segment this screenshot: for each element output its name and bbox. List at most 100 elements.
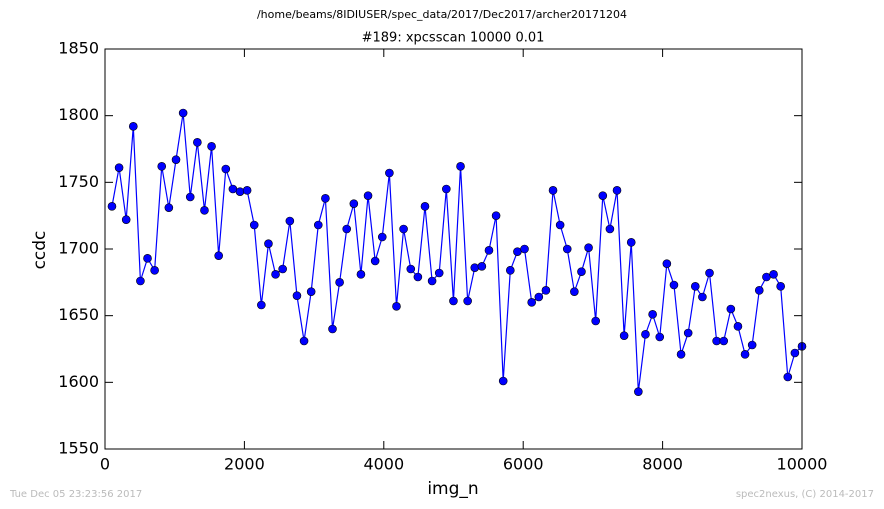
data-point xyxy=(690,282,700,291)
data-point xyxy=(278,264,287,274)
data-point xyxy=(484,246,494,255)
data-point xyxy=(626,238,636,247)
data-point xyxy=(228,184,238,194)
chart-title: #189: xpcsscan 10000 0.01 xyxy=(362,31,545,46)
data-point xyxy=(328,324,337,334)
x-tick-label: 10000 xyxy=(777,455,828,474)
data-point xyxy=(185,192,195,202)
data-point xyxy=(648,310,657,319)
y-tick-label: 1850 xyxy=(58,39,99,58)
data-point xyxy=(335,278,344,287)
data-point xyxy=(783,372,793,382)
x-tick-label: 6000 xyxy=(503,455,544,474)
data-point xyxy=(427,276,437,286)
data-point xyxy=(456,162,465,171)
data-point xyxy=(271,270,280,279)
data-point xyxy=(676,350,686,359)
data-point xyxy=(385,168,394,178)
data-point xyxy=(747,340,757,350)
data-point xyxy=(406,264,416,274)
data-point xyxy=(128,122,138,131)
data-point xyxy=(420,202,430,211)
data-point xyxy=(313,220,323,230)
data-point xyxy=(726,304,736,314)
data-point xyxy=(342,224,352,234)
data-point xyxy=(513,247,522,256)
data-point xyxy=(178,108,188,118)
data-point xyxy=(164,203,174,212)
data-point xyxy=(491,211,501,220)
data-point xyxy=(413,272,423,282)
x-axis-label: img_n xyxy=(427,479,478,499)
data-point xyxy=(754,286,764,295)
data-point xyxy=(605,224,615,234)
data-point xyxy=(705,268,714,278)
data-point xyxy=(121,215,131,224)
data-point xyxy=(655,332,665,342)
data-point xyxy=(136,276,145,286)
data-point xyxy=(306,287,316,296)
data-point xyxy=(399,224,408,234)
data-point xyxy=(242,186,252,195)
data-point xyxy=(442,184,451,194)
data-point xyxy=(548,186,558,195)
data-point xyxy=(470,263,480,272)
data-point xyxy=(257,300,266,310)
data-point xyxy=(662,259,672,268)
data-point xyxy=(719,336,729,346)
data-point xyxy=(370,256,380,266)
y-tick-label: 1800 xyxy=(58,105,99,124)
data-point xyxy=(214,251,223,260)
data-point xyxy=(143,254,152,263)
data-point xyxy=(107,202,117,211)
plot-frame xyxy=(104,48,803,450)
data-point xyxy=(349,199,359,208)
data-point xyxy=(619,331,629,340)
x-tick-label: 8000 xyxy=(642,455,683,474)
data-point xyxy=(769,270,778,279)
data-point xyxy=(463,296,472,306)
data-point xyxy=(669,280,679,290)
data-point xyxy=(555,220,565,230)
data-point xyxy=(264,239,273,248)
data-point xyxy=(634,387,643,396)
data-point xyxy=(207,142,216,151)
data-point xyxy=(321,194,330,203)
data-point xyxy=(292,291,302,300)
data-point xyxy=(570,287,579,296)
data-point xyxy=(477,262,487,271)
data-point xyxy=(221,164,231,174)
data-point xyxy=(114,163,124,172)
y-tick-label: 1550 xyxy=(58,439,99,458)
data-point xyxy=(356,270,366,279)
data-point xyxy=(193,138,202,147)
data-point xyxy=(285,216,295,226)
data-point xyxy=(157,162,167,171)
y-tick-label: 1700 xyxy=(58,239,99,258)
footer-right: spec2nexus, (C) 2014-2017 xyxy=(736,489,874,500)
data-point xyxy=(527,298,537,307)
x-tick-label: 4000 xyxy=(363,455,404,474)
data-point xyxy=(733,322,743,331)
data-point xyxy=(392,302,401,311)
y-axis-label: ccdc xyxy=(30,231,50,270)
data-point xyxy=(712,336,721,346)
data-point xyxy=(762,272,771,282)
data-point xyxy=(577,267,586,276)
footer-left: Tue Dec 05 23:23:56 2017 xyxy=(9,489,142,500)
data-point xyxy=(740,350,750,359)
data-point xyxy=(150,266,159,275)
data-point xyxy=(235,187,245,196)
data-point xyxy=(698,292,707,302)
data-point xyxy=(641,330,650,339)
x-tick-label: 0 xyxy=(100,455,110,474)
data-point xyxy=(584,243,593,252)
y-tick-label: 1650 xyxy=(58,305,99,324)
y-tick-label: 1600 xyxy=(58,372,99,391)
data-point xyxy=(541,286,551,295)
data-point xyxy=(377,232,387,242)
data-point xyxy=(171,155,181,164)
data-point xyxy=(449,296,458,306)
